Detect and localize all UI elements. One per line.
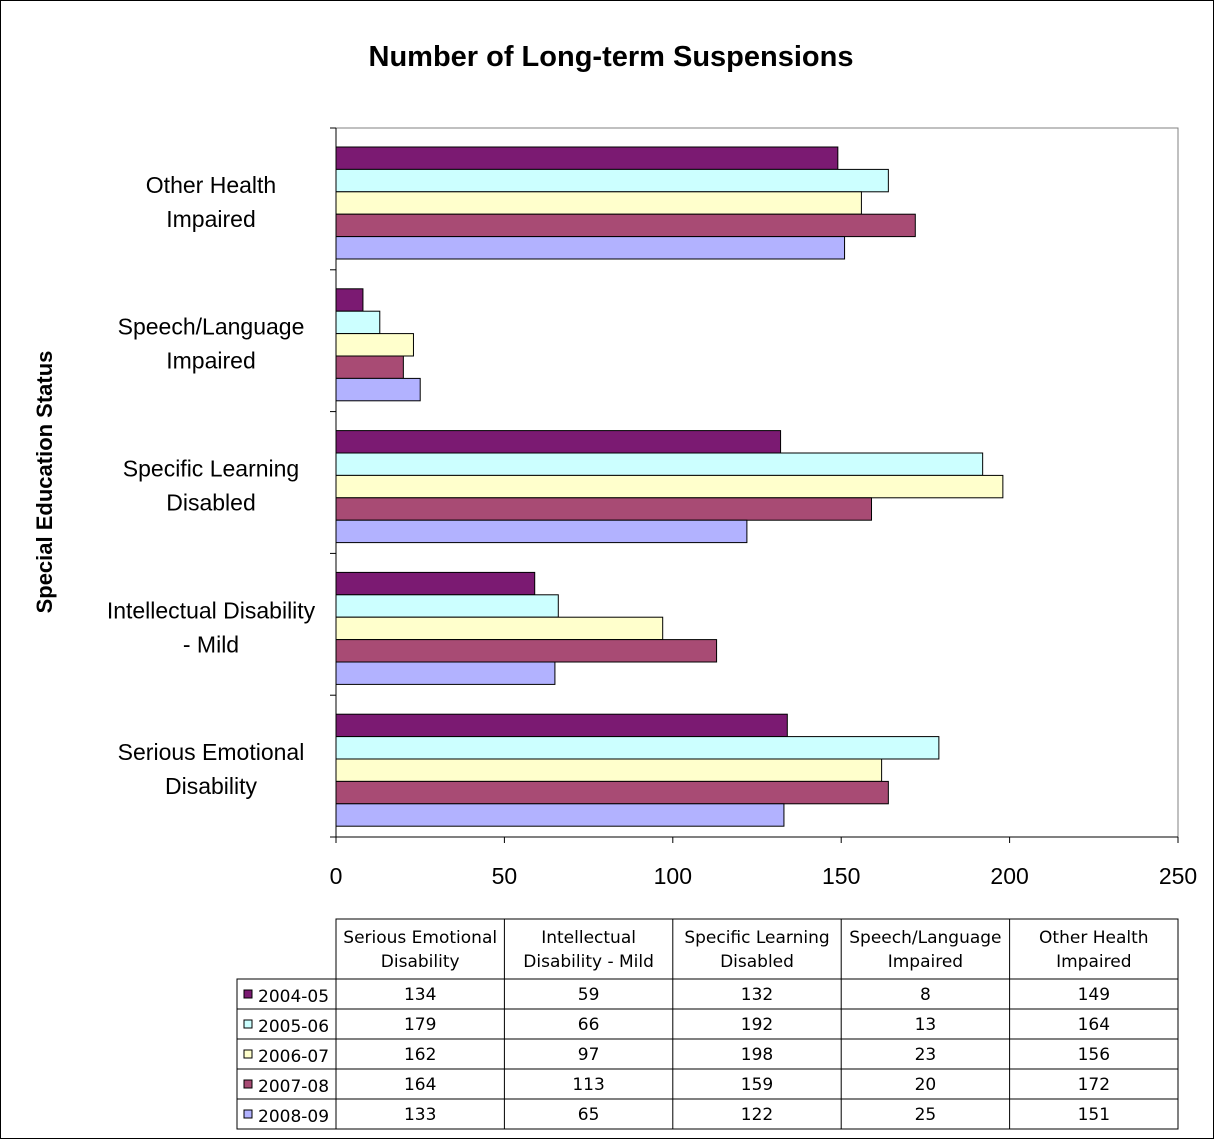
- table-cell-value: 198: [741, 1045, 773, 1065]
- bar: [335, 661, 556, 685]
- bar: [335, 355, 404, 379]
- y-axis-label: Special Education Status: [32, 351, 57, 614]
- bar: [335, 288, 364, 312]
- bar: [335, 519, 748, 544]
- x-tick-label: 0: [330, 863, 343, 889]
- table-cell-value: 162: [404, 1045, 436, 1065]
- legend-label: 2007-08: [258, 1077, 329, 1097]
- bar: [335, 146, 839, 170]
- table-cell-value: 113: [572, 1075, 604, 1095]
- bar: [335, 213, 916, 238]
- category-label: Intellectual Disability: [107, 597, 316, 623]
- table-header-text: Speech/Language: [849, 928, 1001, 948]
- bar: [335, 310, 381, 335]
- legend-label: 2004-05: [258, 987, 329, 1007]
- table-cell-value: 122: [741, 1105, 773, 1125]
- table-cell-value: 8: [920, 985, 931, 1005]
- table-header-text: Specific Learning: [684, 928, 829, 948]
- bar: [335, 236, 846, 260]
- table-cell-value: 25: [915, 1105, 937, 1125]
- legend-label: 2005-06: [258, 1017, 329, 1037]
- table-cell-value: 134: [404, 985, 436, 1005]
- bar: [335, 430, 782, 454]
- bar: [335, 452, 984, 476]
- table-header-text: Disabled: [720, 952, 794, 972]
- x-tick-label: 150: [822, 863, 860, 889]
- table-cell-value: 13: [915, 1015, 937, 1035]
- bar: [335, 571, 536, 596]
- table-cell-value: 179: [404, 1015, 436, 1035]
- table-header-text: Impaired: [1056, 952, 1131, 972]
- category-label: Impaired: [166, 348, 255, 374]
- table-header-text: Disability: [381, 952, 460, 972]
- bar: [335, 377, 421, 402]
- table-cell-value: 65: [578, 1105, 600, 1125]
- table-cell-value: 97: [578, 1045, 600, 1065]
- table-cell-value: 172: [1078, 1075, 1110, 1095]
- bar: [335, 803, 785, 827]
- x-tick-label: 100: [654, 863, 692, 889]
- category-label: Disabled: [166, 490, 256, 516]
- category-label: - Mild: [183, 631, 239, 657]
- table-cell-value: 59: [578, 985, 600, 1005]
- bar: [335, 758, 883, 782]
- category-label: Speech/Language: [118, 314, 305, 340]
- bar: [335, 497, 873, 521]
- legend-label: 2008-09: [258, 1107, 329, 1127]
- table-header-text: Intellectual: [541, 928, 636, 948]
- table-cell-value: 132: [741, 985, 773, 1005]
- table-header-text: Serious Emotional: [343, 928, 497, 948]
- bar: [335, 616, 664, 641]
- bar: [335, 474, 1004, 499]
- category-label: Serious Emotional: [118, 739, 305, 765]
- category-label: Other Health: [146, 172, 276, 198]
- table-header-text: Disability - Mild: [523, 952, 654, 972]
- table-cell-value: 164: [1078, 1015, 1110, 1035]
- bar: [335, 713, 788, 738]
- table-cell-value: 159: [741, 1075, 773, 1095]
- table-header-text: Other Health: [1039, 928, 1149, 948]
- table-cell-value: 20: [915, 1075, 937, 1095]
- table-cell-value: 133: [404, 1105, 436, 1125]
- table-cell-value: 156: [1078, 1045, 1110, 1065]
- bar: [335, 168, 889, 193]
- legend-swatch: [243, 1079, 253, 1089]
- table-cell-value: 151: [1078, 1105, 1110, 1125]
- bar: [335, 333, 414, 357]
- bar: [335, 780, 889, 805]
- category-label: Specific Learning: [123, 456, 299, 482]
- x-tick-label: 50: [492, 863, 518, 889]
- legend-swatch: [243, 1049, 253, 1059]
- category-label: Impaired: [166, 206, 255, 232]
- x-tick-label: 200: [990, 863, 1028, 889]
- legend-swatch: [243, 989, 253, 999]
- bar: [335, 191, 862, 215]
- legend-swatch: [243, 1019, 253, 1029]
- bar: [335, 736, 940, 760]
- legend-swatch: [243, 1109, 253, 1119]
- table-cell-value: 149: [1078, 985, 1110, 1005]
- table-cell-value: 192: [741, 1015, 773, 1035]
- legend-label: 2006-07: [258, 1047, 329, 1067]
- bar: [335, 594, 559, 618]
- table-cell-value: 23: [915, 1045, 937, 1065]
- chart-title: Number of Long-term Suspensions: [369, 41, 854, 73]
- table-cell-value: 164: [404, 1075, 436, 1095]
- category-label: Disability: [165, 773, 258, 799]
- x-tick-label: 250: [1159, 863, 1197, 889]
- table-body-border: [236, 978, 1179, 1130]
- table-header-text: Impaired: [888, 952, 963, 972]
- table-cell-value: 66: [578, 1015, 600, 1035]
- bar: [335, 639, 718, 663]
